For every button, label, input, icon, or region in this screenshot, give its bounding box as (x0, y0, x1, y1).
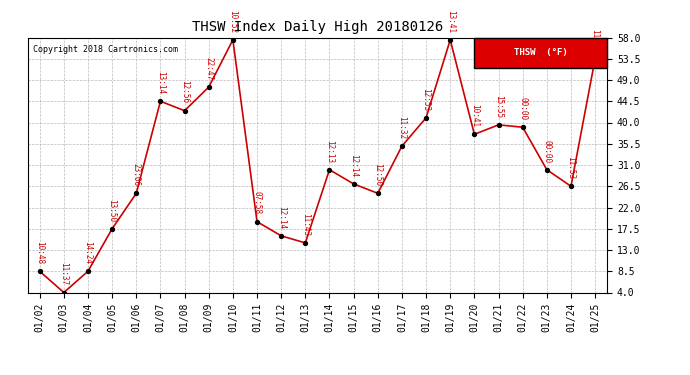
Text: 07:58: 07:58 (253, 192, 262, 214)
FancyBboxPatch shape (474, 38, 607, 68)
Text: 12:13: 12:13 (325, 140, 334, 163)
Text: 11:55: 11:55 (591, 28, 600, 52)
Text: 11:53: 11:53 (566, 156, 575, 179)
Text: 12:50: 12:50 (373, 163, 382, 186)
Text: 23:06: 23:06 (132, 163, 141, 186)
Text: 11:43: 11:43 (301, 213, 310, 236)
Point (203, 84, 214, 90)
Point (493, 122, 504, 128)
Text: 11:37: 11:37 (59, 262, 68, 285)
Point (299, 240, 310, 246)
Point (541, 167, 552, 173)
Point (348, 181, 359, 187)
Text: 12:14: 12:14 (277, 206, 286, 229)
Point (155, 98, 166, 104)
Text: 12:53: 12:53 (422, 88, 431, 111)
Text: 00:00: 00:00 (542, 140, 551, 163)
Text: THSW  (°F): THSW (°F) (513, 48, 567, 57)
Point (589, 56, 600, 62)
Point (276, 233, 287, 239)
Point (58, 290, 69, 296)
Text: 10:48: 10:48 (35, 241, 44, 264)
Point (179, 108, 190, 114)
Point (324, 167, 335, 173)
Text: 22:47: 22:47 (204, 57, 213, 80)
Point (420, 115, 432, 121)
Point (444, 37, 455, 43)
Point (130, 190, 142, 196)
Text: 13:41: 13:41 (446, 10, 455, 33)
Point (396, 143, 407, 149)
Text: 14:24: 14:24 (83, 241, 92, 264)
Text: 13:14: 13:14 (156, 71, 165, 94)
Text: 00:00: 00:00 (518, 97, 527, 120)
Point (565, 183, 576, 189)
Text: 12:14: 12:14 (349, 154, 358, 177)
Point (373, 190, 384, 196)
Point (469, 131, 480, 137)
Text: 10:52: 10:52 (228, 10, 237, 33)
Text: 11:32: 11:32 (397, 116, 406, 139)
Point (228, 37, 239, 43)
Text: 13:50: 13:50 (108, 198, 117, 222)
Text: 10:41: 10:41 (470, 104, 479, 127)
Point (518, 124, 529, 130)
Text: 12:56: 12:56 (180, 81, 189, 104)
Title: THSW Index Daily High 20180126: THSW Index Daily High 20180126 (192, 20, 443, 33)
Point (106, 226, 117, 232)
Point (34, 268, 46, 274)
Point (251, 219, 262, 225)
Point (83, 268, 94, 274)
Text: Copyright 2018 Cartronics.com: Copyright 2018 Cartronics.com (33, 45, 179, 54)
Text: 15:55: 15:55 (494, 94, 503, 118)
